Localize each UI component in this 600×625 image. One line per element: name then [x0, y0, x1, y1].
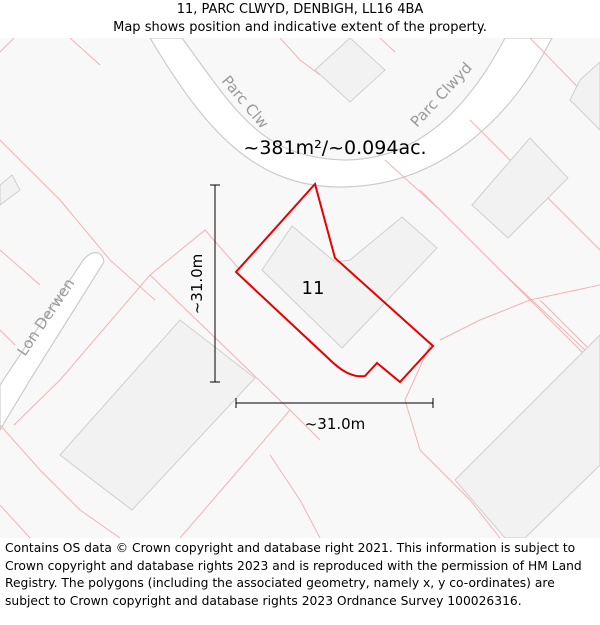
copyright-notice: Contains OS data © Crown copyright and d… [5, 541, 582, 608]
map-title: 11, PARC CLWYD, DENBIGH, LL16 4BA Map sh… [0, 1, 600, 37]
parcel-lines [0, 38, 600, 538]
building [314, 38, 386, 103]
dimension-horizontal [235, 398, 434, 408]
dimension-vertical-label: ~31.0m [188, 254, 206, 315]
dimension-vertical [210, 184, 220, 383]
building [0, 174, 21, 206]
property-address: 11, PARC CLWYD, DENBIGH, LL16 4BA [176, 2, 424, 17]
dimension-horizontal-label: ~31.0m [305, 415, 366, 433]
property-boundary[interactable] [234, 181, 435, 384]
road-parc-clwyd [149, 38, 553, 188]
building [471, 137, 569, 239]
building [261, 216, 438, 349]
road-lon-derwen [0, 252, 105, 432]
area-label: ~381m²/~0.094ac. [243, 137, 426, 159]
map-subtitle: Map shows position and indicative extent… [113, 20, 487, 35]
building [59, 319, 256, 511]
roads [0, 38, 553, 432]
buildings [0, 38, 600, 538]
map-canvas[interactable]: Parc Clw Parc Clwyd Lon Derwen ~381m²/~0… [0, 38, 600, 538]
building [569, 61, 600, 131]
plot-number: 11 [302, 278, 325, 299]
building [454, 334, 600, 538]
